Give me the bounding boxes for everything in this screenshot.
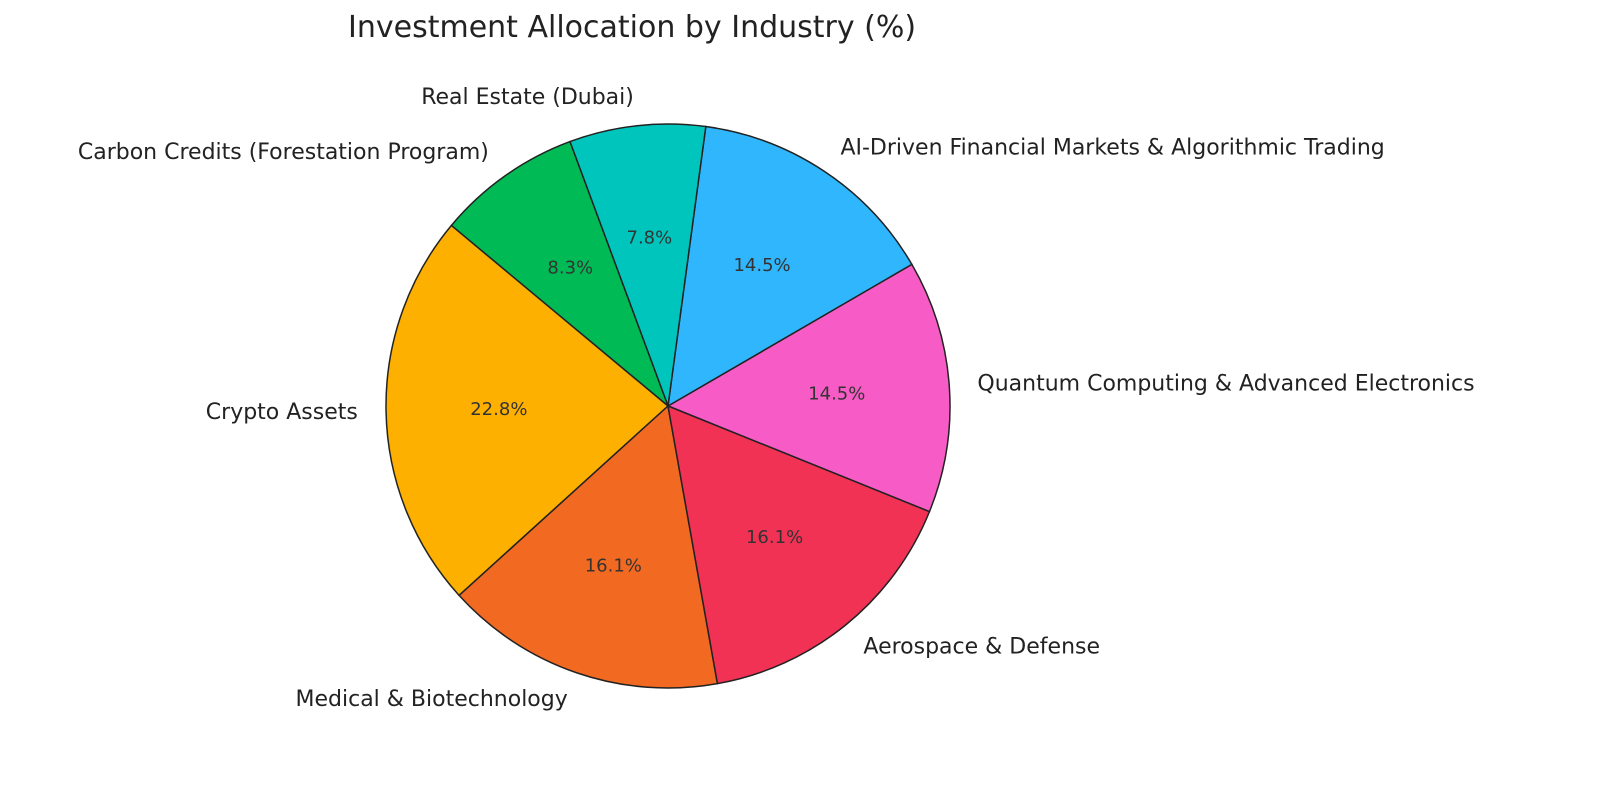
slice-percent-label: 7.8% [627, 227, 673, 248]
pie-slice [667, 404, 931, 685]
slice-percent-label: 8.3% [547, 257, 593, 278]
pie-slice [458, 404, 719, 689]
slice-label: AI-Driven Financial Markets & Algorithmi… [840, 136, 1384, 161]
slice-label: Crypto Assets [206, 400, 358, 425]
slice-percent-label: 14.5% [733, 255, 790, 276]
slice-label: Quantum Computing & Advanced Electronics [977, 371, 1474, 396]
pie-slice [450, 140, 670, 409]
pie-slice [667, 125, 913, 408]
slice-label: Medical & Biotechnology [296, 687, 568, 712]
slice-percent-label: 16.1% [585, 556, 642, 577]
pie-slice [568, 123, 707, 407]
slice-label: Carbon Credits (Forestation Program) [78, 140, 489, 165]
slice-percent-label: 14.5% [808, 383, 865, 404]
slice-percent-label: 16.1% [746, 527, 803, 548]
slice-label: Real Estate (Dubai) [421, 85, 634, 110]
slice-percent-label: 22.8% [470, 399, 527, 420]
slice-label: Aerospace & Defense [863, 634, 1100, 659]
pie-slice [666, 263, 951, 513]
chart-title: Investment Allocation by Industry (%) [348, 10, 917, 45]
pie-slice [385, 224, 670, 597]
